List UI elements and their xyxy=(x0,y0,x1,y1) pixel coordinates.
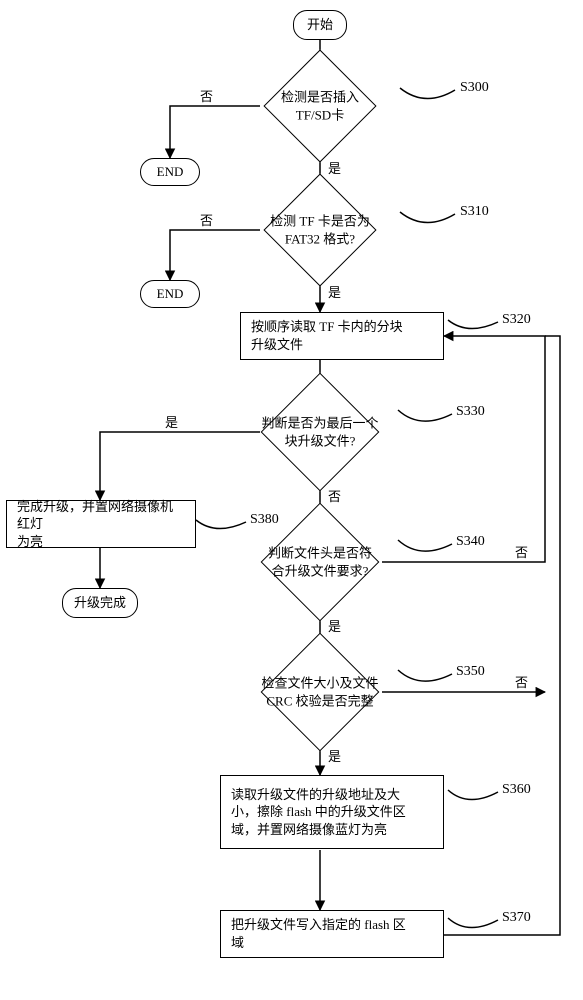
node-done: 升级完成 xyxy=(62,588,138,618)
node-s310: 检测 TF 卡是否为FAT32 格式? xyxy=(262,190,378,270)
step-label-s350: S350 xyxy=(456,664,485,680)
node-end1: END xyxy=(140,158,200,186)
s370-label: 把升级文件写入指定的 flash 区域 xyxy=(231,916,433,951)
step-label-s320: S320 xyxy=(502,312,531,328)
s320-label: 按顺序读取 TF 卡内的分块升级文件 xyxy=(251,318,433,353)
s330-label: 判断是否为最后一个块升级文件? xyxy=(233,414,407,449)
edge-yes-s340: 是 xyxy=(328,616,341,635)
edge-yes-s310: 是 xyxy=(328,282,341,301)
edge-yes-s300: 是 xyxy=(328,158,341,177)
edge-yes-s350: 是 xyxy=(328,746,341,765)
node-s300: 检测是否插入TF/SD卡 xyxy=(262,66,378,146)
edge-no-s340: 否 xyxy=(515,542,528,561)
node-s330: 判断是否为最后一个块升级文件? xyxy=(258,390,382,474)
edge-no-s310: 否 xyxy=(200,210,213,229)
node-s380: 完成升级，并置网络摄像机红灯为亮 xyxy=(6,500,196,548)
step-label-s360: S360 xyxy=(502,782,531,798)
step-label-s310: S310 xyxy=(460,204,489,220)
node-s320: 按顺序读取 TF 卡内的分块升级文件 xyxy=(240,312,444,360)
edge-no-s330: 否 xyxy=(328,486,341,505)
step-label-s340: S340 xyxy=(456,534,485,550)
edge-no-s300: 否 xyxy=(200,86,213,105)
node-end2: END xyxy=(140,280,200,308)
node-start: 开始 xyxy=(293,10,347,40)
s310-label: 检测 TF 卡是否为FAT32 格式? xyxy=(239,212,401,247)
s360-label: 读取升级文件的升级地址及大小，擦除 flash 中的升级文件区域，并置网络摄像蓝… xyxy=(231,786,433,839)
done-label: 升级完成 xyxy=(74,594,126,612)
edge-yes-s330: 是 xyxy=(165,412,178,431)
step-label-s300: S300 xyxy=(460,80,489,96)
node-s340: 判断文件头是否符合升级文件要求? xyxy=(258,520,382,604)
node-s370: 把升级文件写入指定的 flash 区域 xyxy=(220,910,444,958)
start-label: 开始 xyxy=(307,16,333,34)
step-label-s370: S370 xyxy=(502,910,531,926)
s300-label: 检测是否插入TF/SD卡 xyxy=(239,88,401,123)
edge-no-s350: 否 xyxy=(515,672,528,691)
node-s350: 检查文件大小及文件CRC 校验是否完整 xyxy=(258,650,382,734)
s380-label: 完成升级，并置网络摄像机红灯为亮 xyxy=(17,498,185,551)
s340-label: 判断文件头是否符合升级文件要求? xyxy=(233,544,407,579)
end2-label: END xyxy=(157,285,184,303)
node-s360: 读取升级文件的升级地址及大小，擦除 flash 中的升级文件区域，并置网络摄像蓝… xyxy=(220,775,444,849)
s350-label: 检查文件大小及文件CRC 校验是否完整 xyxy=(233,674,407,709)
step-label-s330: S330 xyxy=(456,404,485,420)
end1-label: END xyxy=(157,163,184,181)
